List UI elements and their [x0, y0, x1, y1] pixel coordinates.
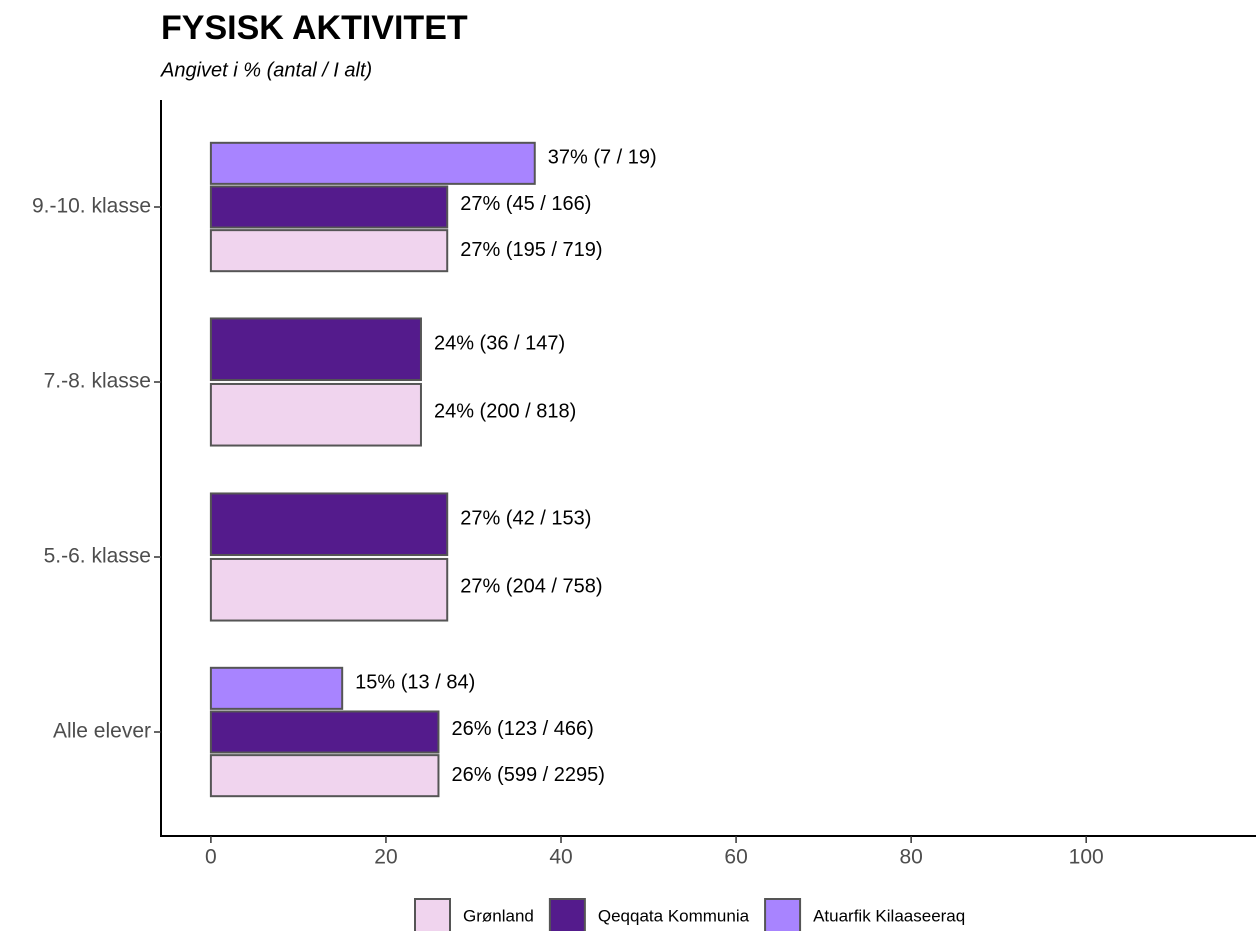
value-label: 26% (599 / 2295): [451, 764, 604, 786]
value-label: 24% (36 / 147): [434, 333, 565, 355]
bar: [209, 317, 422, 382]
chart-title: FYSISK AKTIVITET: [161, 9, 468, 47]
y-tick-label: 7.-8. klasse: [44, 370, 151, 393]
x-tick-label: 80: [899, 846, 922, 869]
value-label: 37% (7 / 19): [548, 147, 657, 169]
x-tick-label: 100: [1069, 846, 1104, 869]
bar: [209, 229, 449, 273]
x-tick-label: 40: [549, 846, 572, 869]
y-tick-label: Alle elever: [53, 720, 151, 743]
legend-label: Qeqqata Kommunia: [598, 906, 750, 925]
bar: [209, 710, 440, 754]
value-label: 27% (195 / 719): [460, 239, 602, 261]
legend-swatch: [764, 898, 802, 931]
value-label: 15% (13 / 84): [355, 672, 475, 694]
chart-subtitle: Angivet i % (antal / I alt): [160, 59, 372, 81]
bar: [209, 382, 422, 447]
bar: [209, 185, 449, 229]
bar: [209, 754, 440, 798]
value-label: 24% (200 / 818): [434, 401, 576, 423]
bar: [209, 666, 344, 710]
x-tick-label: 20: [374, 846, 397, 869]
value-label: 27% (204 / 758): [460, 576, 602, 598]
value-label: 26% (123 / 466): [451, 718, 593, 740]
y-tick-label: 9.-10. klasse: [32, 195, 151, 218]
bar: [209, 492, 449, 557]
legend-swatch: [548, 898, 586, 931]
x-tick-label: 60: [724, 846, 747, 869]
x-tick-label: 0: [205, 846, 217, 869]
value-label: 27% (45 / 166): [460, 193, 591, 215]
y-tick-label: 5.-6. klasse: [44, 545, 151, 568]
bar: [209, 557, 449, 622]
legend-swatch: [414, 898, 451, 931]
bar: [209, 141, 536, 185]
value-label: 27% (42 / 153): [460, 508, 591, 530]
legend-label: Atuarfik Kilaaseeraq: [813, 906, 965, 925]
legend-label: Grønland: [463, 906, 534, 925]
